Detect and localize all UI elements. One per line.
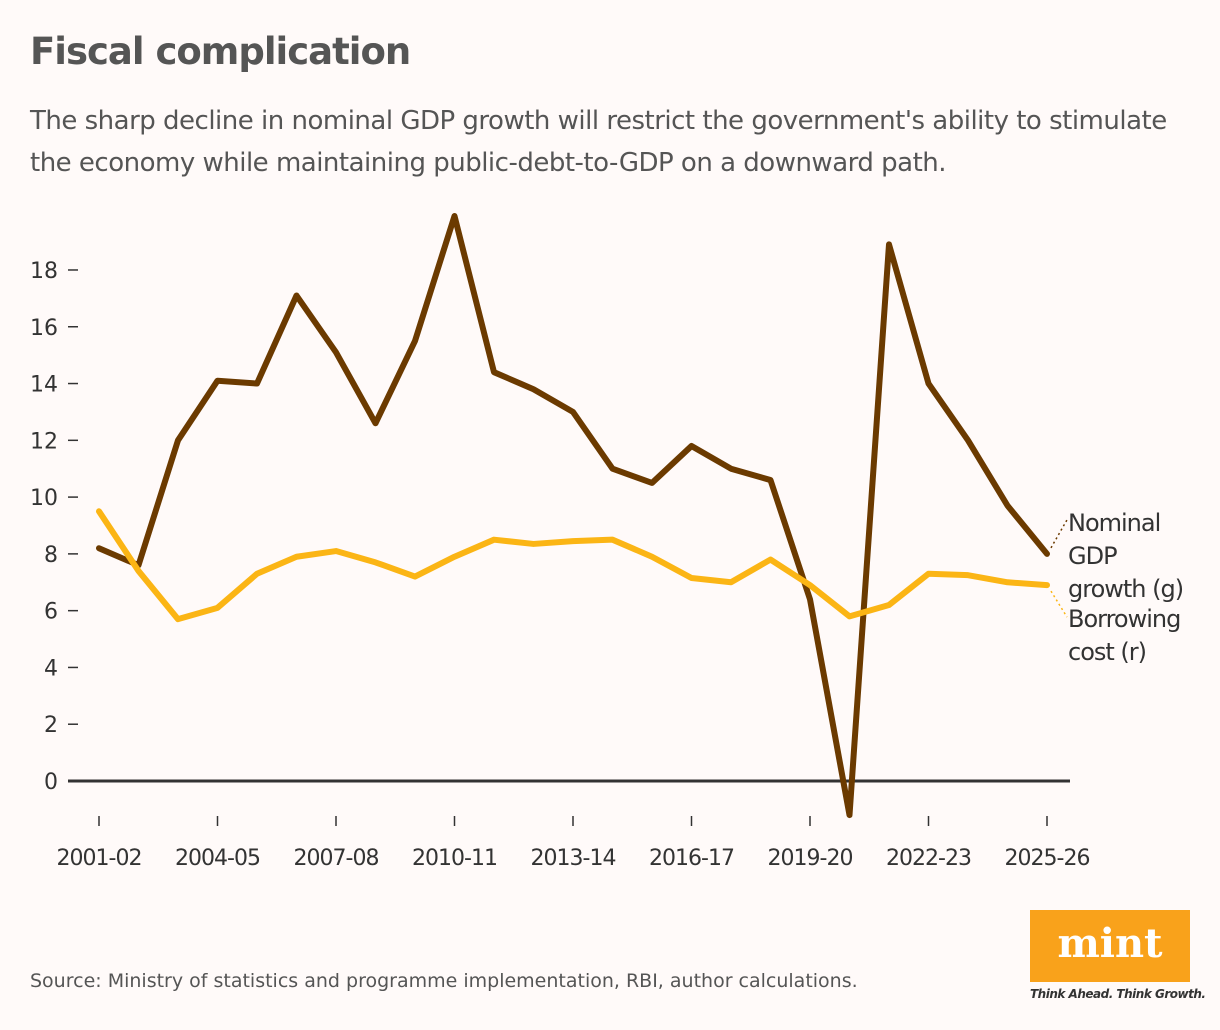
y-tick-label: 14 xyxy=(30,373,58,398)
logo-tagline: Think Ahead. Think Growth. xyxy=(1030,987,1206,1001)
series-label-nominal-gdp: GDP xyxy=(1068,542,1117,570)
y-tick-label: 10 xyxy=(30,486,58,511)
x-tick-label: 2007-08 xyxy=(294,846,379,871)
x-tick-label: 2022-23 xyxy=(886,846,971,871)
series-label-borrowing-cost: cost (r) xyxy=(1068,638,1146,666)
y-tick-label: 0 xyxy=(44,770,58,795)
x-tick-label: 2025-26 xyxy=(1005,846,1090,871)
source-note: Source: Ministry of statistics and progr… xyxy=(30,970,858,992)
y-tick-label: 16 xyxy=(30,316,58,341)
x-tick-label: 2010-11 xyxy=(412,846,497,871)
y-tick-label: 2 xyxy=(44,713,58,738)
chart-title: Fiscal complication xyxy=(30,30,411,73)
y-tick-label: 6 xyxy=(44,600,58,625)
series-label-nominal-gdp: growth (g) xyxy=(1068,575,1183,603)
y-tick-label: 18 xyxy=(30,259,58,284)
x-tick-label: 2016-17 xyxy=(649,846,734,871)
series-label-borrowing-cost: Borrowing xyxy=(1068,605,1180,633)
label-leader xyxy=(1050,519,1068,549)
x-tick-label: 2001-02 xyxy=(57,846,142,871)
x-tick-label: 2004-05 xyxy=(175,846,260,871)
borrowing-cost-line xyxy=(96,508,1050,623)
chart-subtitle: The sharp decline in nominal GDP growth … xyxy=(30,106,1167,178)
y-tick-label: 4 xyxy=(44,656,58,681)
x-tick-label: 2019-20 xyxy=(768,846,853,871)
series-label-nominal-gdp: Nominal xyxy=(1068,509,1160,537)
y-tick-label: 12 xyxy=(30,429,58,454)
x-tick-label: 2013-14 xyxy=(531,846,616,871)
label-leader xyxy=(1050,590,1068,618)
nominal-gdp-growth-line xyxy=(96,213,1050,819)
mint-logo: mint xyxy=(1030,910,1190,982)
y-tick-label: 8 xyxy=(44,543,58,568)
